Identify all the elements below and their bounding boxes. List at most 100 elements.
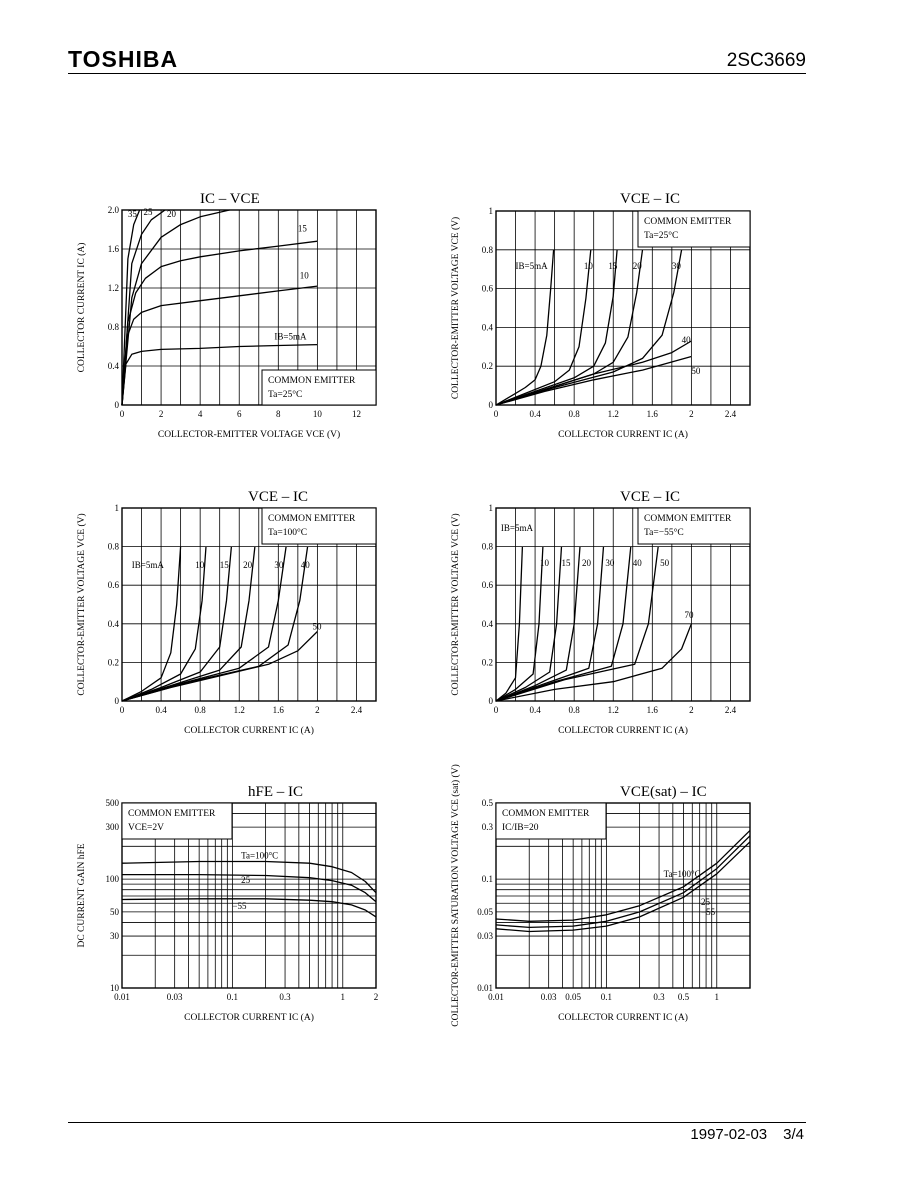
y-tick-label: 0.3 [482,822,494,832]
x-tick-label: 8 [276,409,281,419]
y-axis-label: DC CURRENT GAIN hFE [77,843,87,947]
x-tick-label: 0.1 [227,992,238,1002]
series-line [495,355,692,406]
series-label: −55 [701,907,716,917]
legend-box [637,507,751,545]
x-tick-label: 1.6 [647,705,659,715]
series-line [495,623,693,702]
y-tick-label: 0.4 [108,361,120,371]
legend-text: COMMON EMITTER [268,514,356,524]
series-line [495,249,592,406]
legend-text: COMMON EMITTER [644,514,732,524]
x-tick-label: 1.2 [234,705,245,715]
footer: 1997-02-03 3/4 [690,1126,804,1143]
x-tick-label: 0.05 [565,992,581,1002]
series-line [121,546,207,702]
x-tick-label: 0.03 [167,992,183,1002]
x-tick-label: 0.4 [529,409,541,419]
x-tick-label: 1.2 [608,409,619,419]
y-tick-label: 50 [110,907,120,917]
series-line [495,546,605,702]
legend-box [121,802,233,840]
y-tick-label: 1 [489,503,494,513]
y-tick-label: 0.2 [482,361,493,371]
x-tick-label: 0.01 [488,992,504,1002]
series-label: 20 [167,209,177,219]
series-label: 50 [660,558,670,568]
legend-text: COMMON EMITTER [128,809,216,819]
series-line [495,546,632,702]
chart-title: hFE – IC [248,784,303,800]
footer-rule [68,1122,806,1123]
chart-c2: COMMON EMITTER Ta=25°C 0 0.4 0.8 1.2 1.6 2 2.4 0 0… [450,191,751,440]
series-label: 35 [128,209,138,219]
legend-text: COMMON EMITTER [644,217,732,227]
series-label: 30 [672,261,682,271]
plot-frame [121,209,377,406]
series-label: Ta=100°C [664,869,701,879]
series-label: 40 [301,560,311,570]
series-line [121,209,141,406]
x-tick-label: 0.03 [541,992,557,1002]
chart-c6: COMMON EMITTER IC/IB=20 0.01 0.03 0.05 0.1 0.3… [450,764,751,1027]
series-line [495,546,581,702]
series-label: 30 [605,558,615,568]
plot-frame [121,802,377,989]
y-tick-label: 0.01 [477,983,493,993]
y-tick-label: 300 [106,822,120,832]
series-label: 20 [243,560,253,570]
series-line [495,249,618,406]
y-tick-label: 0.4 [108,619,120,629]
y-tick-label: 0.4 [482,619,494,629]
x-tick-label: 1 [715,992,720,1002]
x-axis-label: COLLECTOR CURRENT IC (A) [184,1012,314,1023]
y-tick-label: 0.2 [482,657,493,667]
legend-box [637,210,751,248]
series-label: 25 [701,897,711,907]
series-line [495,340,692,406]
y-tick-label: 1.2 [108,283,119,293]
y-tick-label: 0.6 [482,580,494,590]
x-tick-label: 0 [120,705,125,715]
x-tick-label: 6 [237,409,242,419]
y-axis-label: COLLECTOR CURRENT IC (A) [76,243,87,373]
x-tick-label: 2 [689,705,694,715]
x-tick-label: 0.8 [569,705,581,715]
x-tick-label: 0.4 [155,705,167,715]
y-tick-label: 0.8 [482,245,494,255]
legend-text: COMMON EMITTER [268,376,356,386]
legend-text: COMMON EMITTER [502,809,590,819]
x-tick-label: 0.8 [569,409,581,419]
series-line [121,546,233,702]
series-label: 50 [691,366,701,376]
y-axis-label: COLLECTOR-EMITTER VOLTAGE VCE (V) [76,513,87,695]
series-line [122,873,377,903]
chart-title: VCE – IC [248,489,308,505]
footer-date: 1997-02-03 [690,1126,768,1143]
series-label: 50 [313,622,323,632]
x-tick-label: 2 [689,409,694,419]
x-tick-label: 2.4 [351,705,363,715]
series-line [121,209,230,406]
x-tick-label: 2.4 [725,705,737,715]
plot-frame [495,210,751,406]
y-tick-label: 0.1 [482,874,493,884]
legend-text: Ta=25°C [644,230,678,241]
y-tick-label: 0.6 [482,284,494,294]
y-axis-label: COLLECTOR-EMITTER VOLTAGE VCE (V) [450,217,461,399]
series-label: IB=5mA [516,261,549,271]
series-line [121,240,318,406]
footer-page: 3/4 [783,1126,804,1143]
y-tick-label: 1 [115,503,120,513]
x-tick-label: 2 [315,705,320,715]
series-label: 25 [143,207,153,217]
chart-title: VCE – IC [620,489,680,505]
x-tick-label: 10 [313,409,323,419]
y-tick-label: 0.03 [477,931,493,941]
y-tick-label: 0.8 [482,542,494,552]
x-tick-label: 1.6 [273,705,285,715]
legend-box [495,802,607,840]
series-line [121,285,318,406]
y-tick-label: 30 [110,931,120,941]
x-tick-label: 2.4 [725,409,737,419]
